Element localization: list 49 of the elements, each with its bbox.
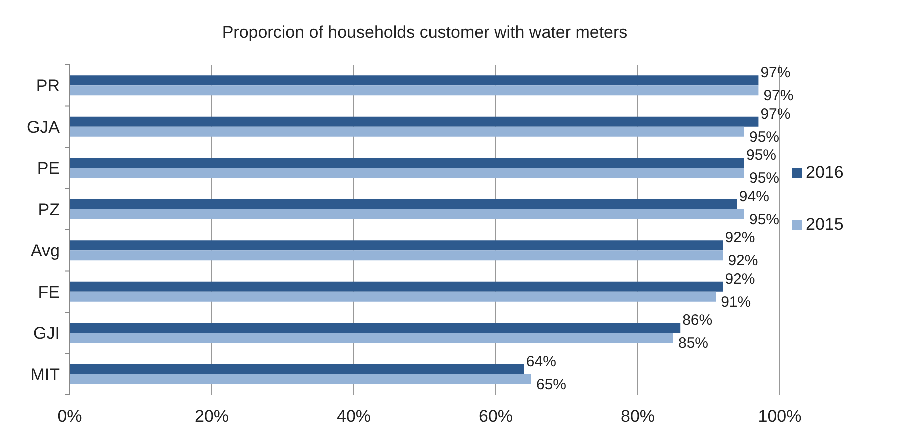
data-label: 95%	[750, 211, 780, 228]
data-label: 91%	[721, 294, 752, 311]
data-label: 97%	[760, 64, 791, 82]
bar	[70, 86, 759, 96]
bar	[70, 158, 744, 168]
y-tick-label: GJA	[26, 118, 61, 137]
x-tick-label: 0%	[58, 407, 82, 426]
data-label: 65%	[536, 376, 567, 394]
bar	[70, 168, 744, 178]
x-tick-label: 60%	[478, 407, 514, 426]
bar	[70, 333, 674, 344]
data-label: 86%	[682, 312, 713, 330]
chart-title: Proporcion of households customer with water meters	[222, 23, 628, 42]
data-label: 92%	[725, 230, 756, 247]
data-label: 97%	[764, 88, 794, 105]
x-tick-label: 80%	[620, 407, 656, 426]
data-label: 97%	[760, 106, 791, 123]
data-label: 64%	[526, 353, 556, 370]
bar	[70, 250, 724, 261]
y-tick-label: Avg	[31, 242, 60, 261]
bar	[70, 292, 716, 302]
bar	[70, 76, 759, 86]
legend-label: 2015	[806, 215, 844, 234]
data-label: 95%	[750, 170, 780, 188]
legend-label: 2016	[806, 163, 844, 182]
y-tick-label: PE	[37, 159, 60, 178]
y-tick-label: PZ	[38, 200, 60, 220]
x-tick-label: 40%	[336, 407, 372, 426]
bar	[70, 323, 681, 334]
bar	[70, 364, 524, 374]
y-tick-label: MIT	[30, 365, 60, 384]
bar	[70, 126, 744, 137]
bar	[70, 374, 532, 384]
data-label: 95%	[746, 147, 777, 164]
bar	[70, 199, 738, 210]
bar	[70, 240, 724, 251]
bar	[70, 116, 759, 127]
data-label: 95%	[750, 128, 780, 146]
data-label: 92%	[728, 252, 758, 270]
bar	[70, 209, 744, 220]
y-tick-label: PR	[36, 76, 60, 96]
x-tick-label: 20%	[194, 407, 230, 426]
data-label: 92%	[725, 270, 756, 288]
y-tick-label: GJI	[34, 324, 60, 344]
x-tick-label: 100%	[758, 407, 802, 426]
y-tick-label: FE	[38, 282, 60, 302]
data-label: 94%	[739, 188, 770, 206]
bar	[70, 282, 724, 292]
data-label: 85%	[678, 335, 709, 352]
